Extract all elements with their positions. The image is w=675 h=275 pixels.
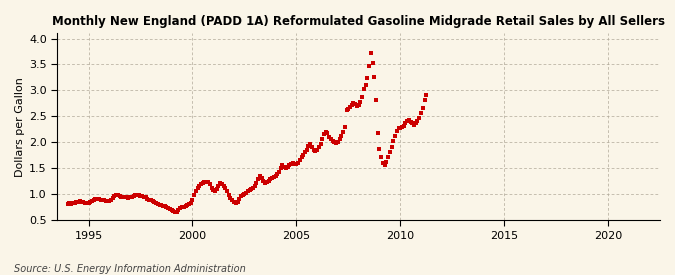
Y-axis label: Dollars per Gallon: Dollars per Gallon bbox=[15, 77, 25, 177]
Text: Source: U.S. Energy Information Administration: Source: U.S. Energy Information Administ… bbox=[14, 264, 245, 274]
Title: Monthly New England (PADD 1A) Reformulated Gasoline Midgrade Retail Sales by All: Monthly New England (PADD 1A) Reformulat… bbox=[52, 15, 665, 28]
